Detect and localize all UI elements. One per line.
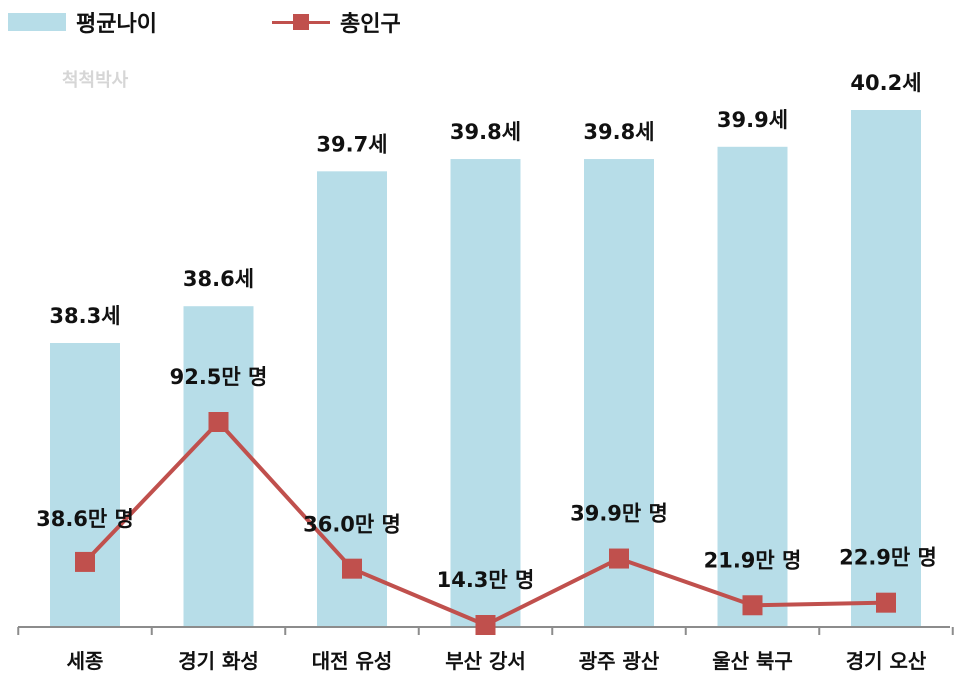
legend-line-swatch [272, 13, 330, 31]
bar-value-label: 39.8세 [583, 120, 654, 144]
x-tick-label: 광주 광산 [579, 649, 660, 673]
bar [50, 343, 120, 627]
population-marker [75, 551, 95, 572]
legend-bar-label: 평균나이 [76, 12, 157, 37]
x-axis: 세종 경기 화성 대전 유성 부산 강서 광주 광산 울산 북구 경기 오산 [17, 626, 954, 673]
bar-value-label: 39.7세 [316, 132, 387, 156]
population-marker [876, 592, 896, 613]
population-value-label: 39.9만 명 [570, 502, 668, 526]
bar-value-label: 39.9세 [717, 108, 788, 132]
x-tick-label: 대전 유성 [312, 649, 393, 673]
x-tick-label: 경기 화성 [178, 649, 259, 673]
population-value-label: 14.3만 명 [437, 568, 535, 592]
population-marker [742, 595, 763, 616]
population-value-label: 38.6만 명 [36, 507, 134, 531]
bar-value-label: 39.8세 [450, 120, 521, 144]
x-tick-label: 부산 강서 [445, 649, 526, 673]
x-tick-label: 경기 오산 [846, 649, 927, 673]
population-value-label: 92.5만 명 [170, 365, 268, 389]
line-series [75, 412, 896, 635]
population-marker [609, 548, 629, 569]
bar [717, 146, 788, 627]
population-value-label: 21.9만 명 [704, 548, 802, 572]
data-labels: 38.3세 38.6세 39.7세 39.8세 39.8세 39.9세 40.2세 38.6만… [36, 71, 937, 592]
population-marker [475, 615, 496, 635]
population-value-label: 22.9만 명 [839, 546, 937, 570]
bar-series [50, 110, 921, 628]
bar [183, 306, 254, 627]
population-value-label: 36.0만 명 [303, 513, 401, 537]
bar [851, 110, 921, 627]
bar [450, 159, 521, 628]
watermark: 척척박사 [62, 70, 129, 91]
bar-value-label: 38.3세 [49, 304, 120, 328]
population-marker [208, 412, 229, 432]
population-marker [342, 558, 362, 579]
bar-value-label: 40.2세 [850, 71, 921, 95]
legend-item-average-age: 평균나이 [8, 6, 157, 38]
bar [317, 171, 387, 627]
legend-item-total-population: 총인구 [272, 6, 401, 38]
legend-line-label: 총인구 [340, 12, 401, 37]
bar-value-label: 38.6세 [183, 267, 254, 291]
x-tick-label: 세종 [67, 649, 104, 673]
x-tick-label: 울산 북구 [712, 649, 793, 673]
legend-bar-swatch [8, 13, 66, 31]
